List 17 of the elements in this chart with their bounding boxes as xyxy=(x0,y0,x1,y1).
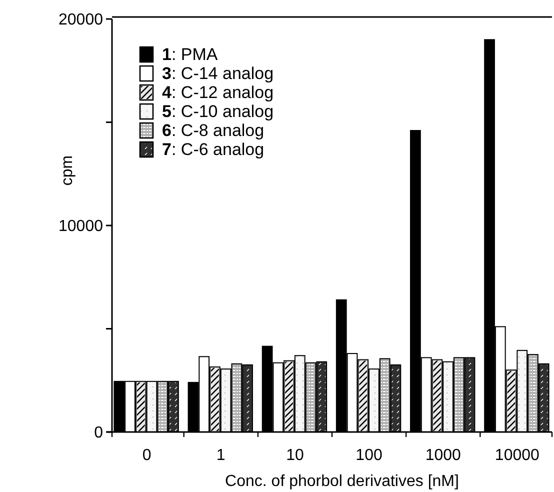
legend-label: 7: C-6 analog xyxy=(162,140,264,159)
legend-label: 4: C-12 analog xyxy=(162,83,274,102)
legend-label: 5: C-10 analog xyxy=(162,102,274,121)
y-tick-label: 0 xyxy=(94,424,104,442)
x-tick-label: 1000 xyxy=(425,447,462,464)
x-tick-label: 100 xyxy=(356,447,382,464)
y-tick-label: 20000 xyxy=(58,12,104,29)
x-tick-label: 10000 xyxy=(494,447,540,464)
legend-label: 1: PMA xyxy=(162,45,218,64)
y-axis-title: cpm xyxy=(59,155,76,186)
x-tick-label: 10 xyxy=(286,447,304,464)
y-tick-label: 10000 xyxy=(58,218,104,236)
legend-label: 6: C-8 analog xyxy=(162,121,264,140)
x-tick-label: 1 xyxy=(216,447,226,464)
legend-label: 3: C-14 analog xyxy=(162,64,274,83)
x-tick-label: 0 xyxy=(142,447,152,464)
x-axis-title: Conc. of phorbol derivatives [nM] xyxy=(225,473,459,490)
